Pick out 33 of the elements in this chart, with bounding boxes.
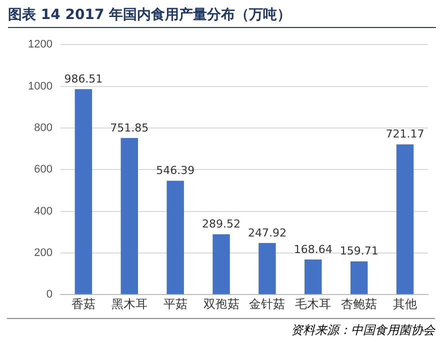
x-tick-label: 平菇 [163, 297, 188, 312]
x-tick-label: 其他 [393, 297, 418, 312]
chart-title: 图表 14 2017 年国内食用产量分布（万吨） [8, 6, 436, 28]
text: 资料来源：中国食用菌协会 [7, 318, 435, 339]
bar [258, 242, 276, 294]
x-tick-label: 金针菇 [249, 297, 286, 312]
data-label: 247.92 [248, 226, 286, 240]
bar [212, 234, 230, 294]
y-tick-label: 200 [34, 246, 52, 259]
bar [304, 259, 322, 294]
data-label: 546.39 [156, 164, 195, 178]
data-label: 159.71 [340, 244, 378, 258]
y-tick-label: 600 [34, 164, 52, 176]
data-label: 751.85 [110, 121, 149, 134]
y-tick-label: 1000 [28, 80, 52, 92]
x-tick-label: 黑木耳 [111, 297, 148, 312]
x-tick-label: 毛木耳 [295, 297, 332, 312]
bar [350, 261, 368, 294]
data-label: 721.17 [386, 128, 424, 141]
data-label: 986.51 [64, 72, 103, 86]
x-tick-label: 香菇 [71, 297, 96, 312]
bar [166, 180, 184, 294]
x-tick-label: 杏鲍菇 [341, 297, 378, 312]
bar [120, 138, 138, 294]
data-label: 168.64 [294, 242, 332, 256]
bar [74, 89, 92, 294]
data-label: 289.52 [202, 218, 241, 231]
y-tick-label: 800 [34, 122, 52, 134]
y-tick-label: 0 [46, 288, 52, 301]
bar [396, 144, 414, 294]
y-tick-label: 400 [34, 205, 52, 218]
x-tick-label: 双孢菇 [203, 297, 240, 312]
y-tick-label: 1200 [28, 38, 52, 51]
